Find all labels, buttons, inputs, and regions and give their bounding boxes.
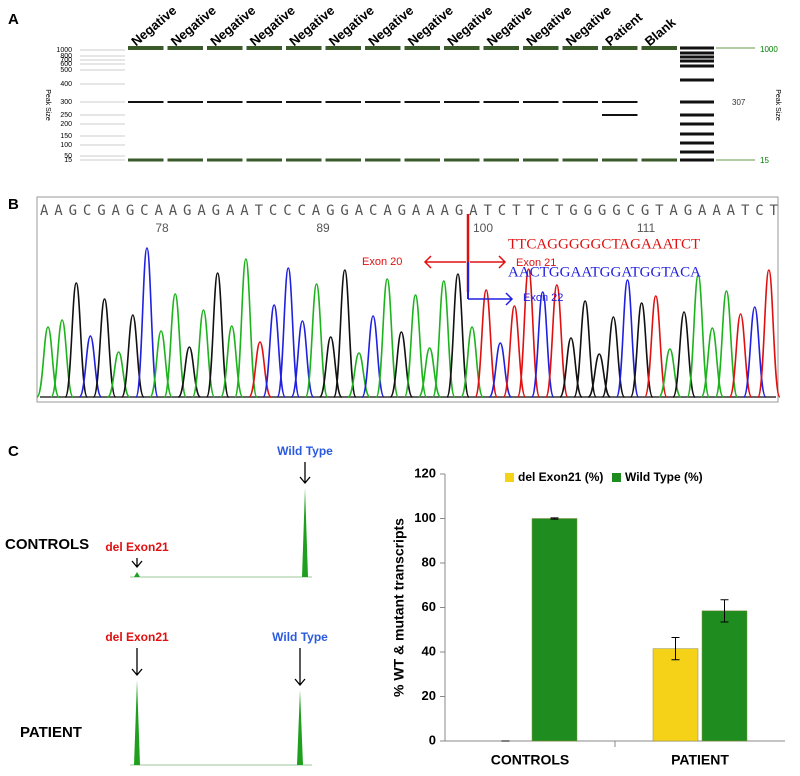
legend-label: del Exon21 (%): [518, 470, 603, 484]
peak-label: del Exon21: [105, 630, 169, 644]
y-tick-label: 0: [429, 732, 436, 747]
y-tick-label: 100: [414, 510, 436, 525]
arrow: [423, 255, 466, 269]
trace-peak: [573, 300, 597, 398]
trace-peak: [728, 313, 753, 398]
base-position: 78: [155, 221, 169, 235]
trace-peak: [304, 283, 329, 398]
trace-peak: [64, 282, 89, 398]
error-bar: [671, 637, 680, 661]
base-position: 100: [473, 221, 493, 235]
scale-label: 100: [60, 142, 72, 149]
ladder-label: 1000: [760, 45, 778, 54]
ladder-label: 307: [732, 98, 746, 107]
trace-peak: [302, 488, 308, 577]
bar: [531, 518, 578, 742]
trace-peak: [403, 294, 428, 398]
trace-peak: [644, 295, 668, 398]
trace-peak: [135, 247, 159, 398]
y-tick-label: 60: [422, 599, 436, 614]
scale-label: 400: [60, 81, 72, 88]
error-bar: [720, 599, 729, 623]
arrow: [131, 648, 143, 677]
trace-peak: [629, 302, 654, 398]
legend-label: Wild Type (%): [625, 470, 703, 484]
scale-label: 1000: [56, 47, 72, 54]
scale-label: 250: [60, 112, 72, 119]
trace-peak: [516, 268, 541, 398]
trace-peak: [545, 284, 569, 398]
scale-label: 500: [60, 67, 72, 74]
trace-peak: [757, 269, 781, 398]
exon-sequence: AACTGGAATGGATGGTACA: [508, 264, 701, 280]
trace-peak: [36, 326, 60, 398]
base-position: 111: [637, 221, 656, 235]
trace-peak: [92, 298, 117, 398]
exon-sequence: TTCAGGGGGCTAGAAATCT: [508, 236, 700, 252]
trace-name: PATIENT: [20, 724, 82, 741]
scale-label: 300: [60, 99, 72, 106]
exon-label: Exon 21: [516, 257, 556, 269]
trace-peak: [297, 690, 303, 765]
legend-swatch: [505, 473, 514, 482]
sequence: AAGCGAGCAAGAGAATCCCAGGACAGAAAGATCTTCTGGG…: [40, 203, 779, 219]
y-axis-label: % WT & mutant transcripts: [391, 518, 407, 697]
peak-label: del Exon21: [105, 540, 169, 554]
panel-letter: A: [8, 11, 19, 28]
trace-peak: [234, 258, 258, 398]
scale-label: 600: [60, 61, 72, 68]
chromatogram-frame: [36, 196, 779, 403]
trace-peak: [686, 274, 710, 398]
exon-label: Exon 22: [523, 292, 563, 304]
lane-label: Blank: [642, 14, 679, 49]
trace-peak: [474, 289, 498, 398]
legend-swatch: [612, 473, 621, 482]
axis-label: Peak Size: [44, 89, 51, 121]
arrow: [299, 462, 311, 485]
arrow: [470, 255, 507, 269]
trace-peak: [134, 680, 140, 765]
axis-label: Peak Size: [774, 89, 781, 121]
trace-peak: [134, 572, 140, 577]
trace-peak: [205, 272, 230, 398]
scale-label: 200: [60, 121, 72, 128]
y-tick-label: 20: [422, 688, 436, 703]
trace-peak: [714, 290, 739, 398]
peak-label: Wild Type: [272, 630, 328, 644]
peak-label: Wild Type: [277, 444, 333, 458]
trace-peak: [333, 269, 357, 398]
arrow: [131, 558, 143, 569]
scale-label: 150: [60, 133, 72, 140]
scale-label: 50: [64, 153, 72, 160]
x-tick-label: PATIENT: [671, 752, 729, 768]
trace-peak: [375, 278, 400, 398]
trace-peak: [530, 291, 555, 398]
trace-name: CONTROLS: [5, 536, 89, 553]
arrow: [294, 648, 306, 687]
trace-peak: [276, 267, 301, 398]
trace-peak: [163, 293, 187, 398]
y-tick-label: 80: [422, 554, 436, 569]
bar: [701, 610, 748, 742]
ladder-label: 15: [760, 156, 769, 165]
exon-label: Exon 20: [362, 256, 402, 268]
scale-label: 700: [60, 57, 72, 64]
y-tick-label: 120: [414, 465, 436, 480]
trace-peak: [417, 347, 442, 398]
arrow: [468, 292, 514, 306]
x-tick-label: CONTROLS: [491, 752, 570, 768]
panel-letter: B: [8, 196, 19, 213]
y-tick-label: 40: [422, 643, 436, 658]
trace-peak: [615, 279, 640, 398]
panel-letter: C: [8, 443, 19, 460]
trace-peak: [431, 280, 456, 398]
scale-label: 15: [64, 157, 72, 164]
scale-label: 800: [60, 53, 72, 60]
base-position: 89: [316, 221, 330, 235]
trace-peak: [446, 273, 470, 398]
error-bar: [550, 517, 559, 520]
bar: [652, 648, 699, 742]
